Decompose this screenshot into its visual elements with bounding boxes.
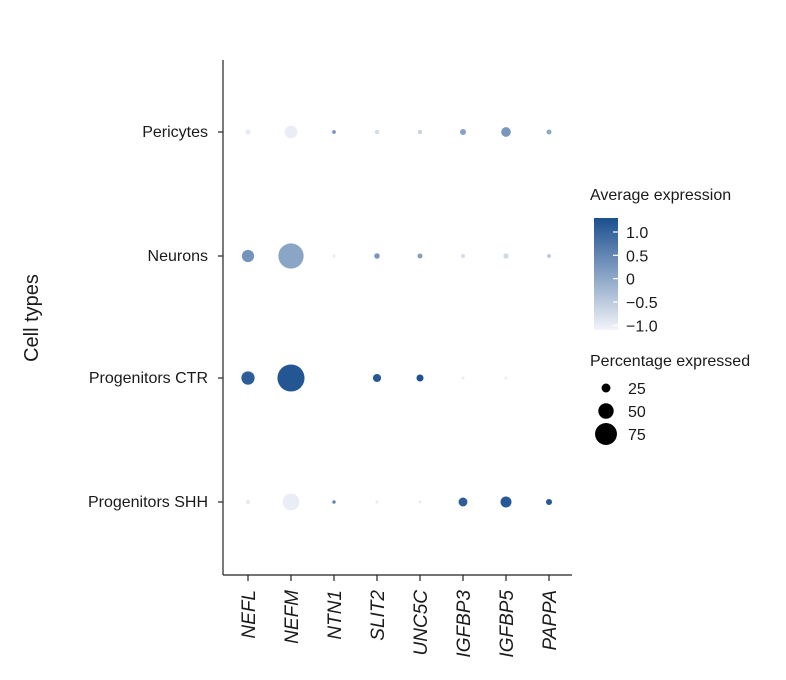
size-legend-dot	[598, 403, 614, 419]
size-legend-label: 50	[628, 404, 646, 421]
dot	[375, 500, 379, 504]
size-legend-title: Percentage expressed	[590, 353, 750, 370]
x-tick-label: NTN1	[325, 590, 346, 640]
dot	[284, 125, 298, 139]
dot	[241, 249, 255, 263]
y-tick-label: Pericytes	[142, 124, 208, 141]
dot	[500, 496, 512, 508]
color-legend-bar	[594, 218, 618, 330]
size-legend-label: 75	[628, 427, 646, 444]
dot	[245, 499, 251, 505]
dot	[416, 374, 424, 382]
dot	[374, 253, 380, 259]
color-legend-tick-label: 1.0	[626, 225, 648, 242]
dot	[282, 493, 300, 511]
color-legend-ticks: 1.0 0.5 0 −0.5 −1.0	[613, 225, 658, 335]
dot	[332, 130, 336, 134]
dot	[245, 129, 251, 135]
dot	[458, 497, 468, 507]
dot	[460, 253, 466, 259]
x-tick-label: PAPPA	[540, 590, 561, 651]
color-legend-tick-label: 0	[626, 272, 635, 289]
y-tick-label: Neurons	[148, 248, 208, 265]
y-tick-label: Progenitors SHH	[88, 494, 208, 511]
x-tick-label: IGFBP3	[454, 590, 475, 658]
x-tick-group: NEFL NEFM NTN1 SLIT2 UNC5C IGFBP3 IGFBP5 PAPPA	[239, 575, 561, 658]
dot	[332, 500, 336, 504]
color-legend-tick-label: −0.5	[626, 295, 658, 312]
dot	[417, 253, 423, 259]
x-tick-label: IGFBP5	[497, 590, 518, 658]
x-tick-label: NEFM	[282, 590, 303, 644]
size-legend-label: 25	[628, 381, 646, 398]
dot	[418, 500, 422, 504]
dot	[461, 376, 465, 380]
dot	[546, 129, 552, 135]
dot	[241, 371, 255, 385]
size-legend-dot	[601, 383, 611, 393]
size-legend-items: 25 50 75	[595, 381, 646, 445]
y-axis-title: Cell types	[21, 274, 43, 362]
dot	[278, 243, 304, 269]
color-legend-tick-label: −1.0	[626, 318, 658, 335]
dot	[277, 364, 305, 392]
dot	[503, 253, 509, 259]
dot	[459, 128, 467, 136]
dot	[417, 129, 423, 135]
dot	[504, 376, 508, 380]
x-tick-label: NEFL	[239, 590, 260, 639]
dot	[372, 373, 382, 383]
size-legend-dot	[595, 423, 617, 445]
x-tick-label: UNC5C	[411, 590, 432, 656]
dot	[374, 129, 380, 135]
size-legend: Percentage expressed 25 50 75	[590, 353, 750, 445]
dot	[501, 127, 511, 137]
dot-group	[241, 125, 553, 511]
color-legend: Average expression 1.0 0.5 0 −0.5 −1.0	[590, 187, 731, 335]
dot	[545, 498, 553, 506]
dot	[332, 254, 336, 258]
color-legend-tick-label: 0.5	[626, 248, 648, 265]
y-tick-label: Progenitors CTR	[89, 370, 208, 387]
color-legend-title: Average expression	[590, 187, 731, 204]
x-tick-label: SLIT2	[368, 590, 389, 641]
y-tick-group: Pericytes Neurons Progenitors CTR Progenito…	[88, 124, 223, 511]
dot	[547, 254, 551, 258]
